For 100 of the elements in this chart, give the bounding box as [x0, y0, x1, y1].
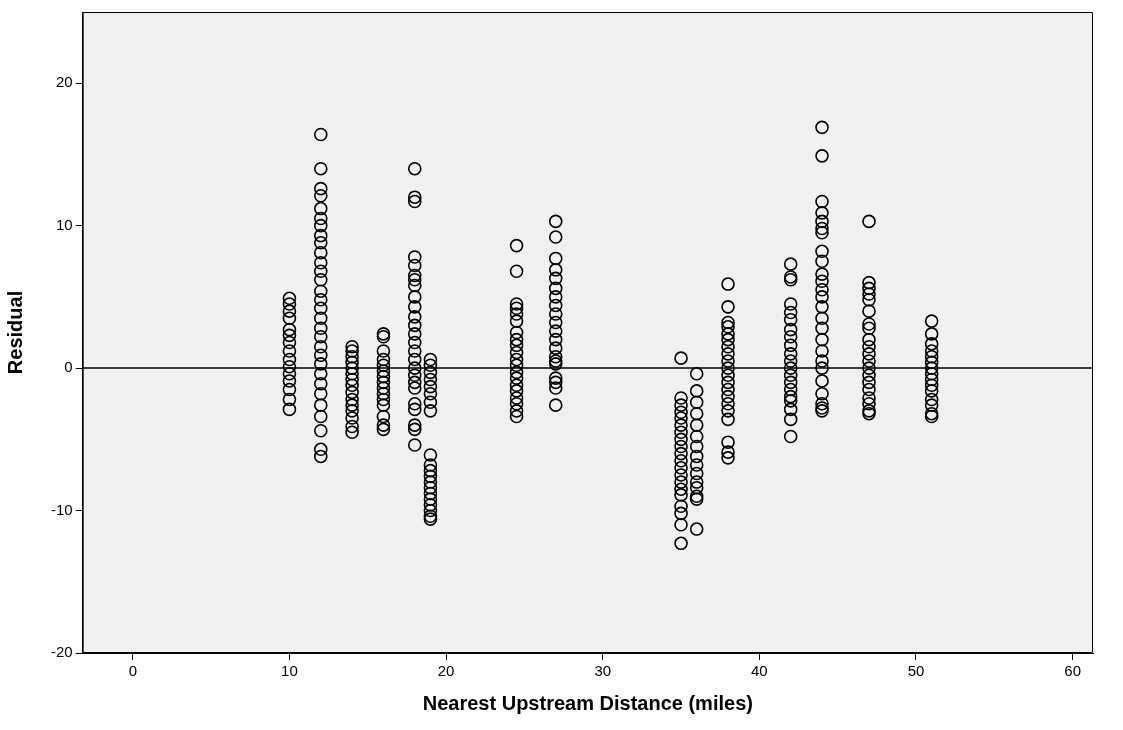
point [282, 304, 297, 318]
point [721, 315, 735, 330]
point [721, 327, 735, 341]
point [423, 503, 438, 518]
point [423, 379, 438, 394]
point [313, 423, 328, 438]
point [313, 348, 328, 363]
point [282, 352, 297, 367]
point [407, 422, 422, 437]
point [862, 361, 876, 375]
x-tick-label: 10 [281, 662, 298, 680]
point [815, 361, 829, 375]
point [509, 264, 524, 279]
point [376, 364, 391, 378]
point [313, 255, 328, 270]
point [345, 378, 359, 392]
point [376, 422, 391, 437]
point [282, 297, 297, 311]
point [548, 381, 563, 395]
point [674, 453, 688, 468]
point [407, 344, 422, 358]
point [783, 361, 798, 375]
point [345, 419, 359, 434]
point [313, 357, 328, 371]
point [313, 264, 328, 279]
point [345, 425, 359, 440]
point [924, 337, 939, 351]
point [407, 418, 422, 432]
point [674, 405, 688, 420]
point [282, 291, 297, 306]
point [313, 321, 328, 336]
point [674, 475, 688, 489]
point [407, 278, 422, 293]
point [862, 339, 876, 354]
point [313, 386, 328, 401]
point [548, 332, 563, 347]
x-tick-label: 60 [1064, 662, 1081, 680]
point [721, 339, 735, 354]
x-tick-label: 40 [751, 662, 768, 680]
point [313, 292, 328, 307]
point [721, 396, 735, 411]
point [674, 398, 688, 412]
point [674, 439, 688, 454]
point [674, 432, 688, 447]
point [423, 404, 438, 418]
x-axis-title: Nearest Upstream Distance (miles) [422, 691, 753, 714]
point [548, 341, 563, 355]
point [783, 389, 798, 404]
point [924, 349, 939, 364]
point [407, 194, 422, 209]
point [721, 382, 735, 397]
point [689, 458, 704, 472]
point [783, 394, 798, 408]
point [313, 211, 328, 226]
point [689, 480, 704, 495]
x-tick-label: 0 [128, 662, 137, 680]
point [548, 214, 563, 229]
point [509, 307, 524, 321]
point [815, 254, 829, 269]
point [407, 258, 422, 273]
point [423, 458, 438, 472]
point [674, 536, 688, 551]
point [548, 263, 563, 277]
point [674, 418, 688, 432]
point [509, 301, 524, 316]
point [313, 273, 328, 287]
point [313, 228, 328, 243]
point [282, 367, 297, 381]
point [674, 461, 688, 475]
point [407, 381, 422, 395]
point [509, 332, 524, 347]
point [721, 435, 735, 449]
point [313, 127, 328, 142]
point [509, 378, 524, 392]
point [548, 371, 563, 385]
point [924, 392, 939, 407]
point [423, 352, 438, 367]
point [423, 486, 438, 501]
point [282, 328, 297, 343]
point [689, 439, 704, 454]
point [407, 402, 422, 417]
point [815, 396, 829, 411]
point [313, 284, 328, 298]
point [345, 404, 359, 418]
point [783, 347, 798, 361]
point [862, 368, 876, 383]
point [376, 352, 391, 367]
point [407, 375, 422, 390]
point [674, 499, 688, 514]
point [548, 307, 563, 321]
point [689, 406, 704, 421]
point [313, 161, 328, 176]
point [815, 149, 829, 163]
point [783, 412, 798, 427]
point [376, 386, 391, 401]
point [815, 267, 829, 281]
point [815, 290, 829, 304]
point [721, 354, 735, 368]
point [313, 181, 328, 196]
point [313, 329, 328, 344]
